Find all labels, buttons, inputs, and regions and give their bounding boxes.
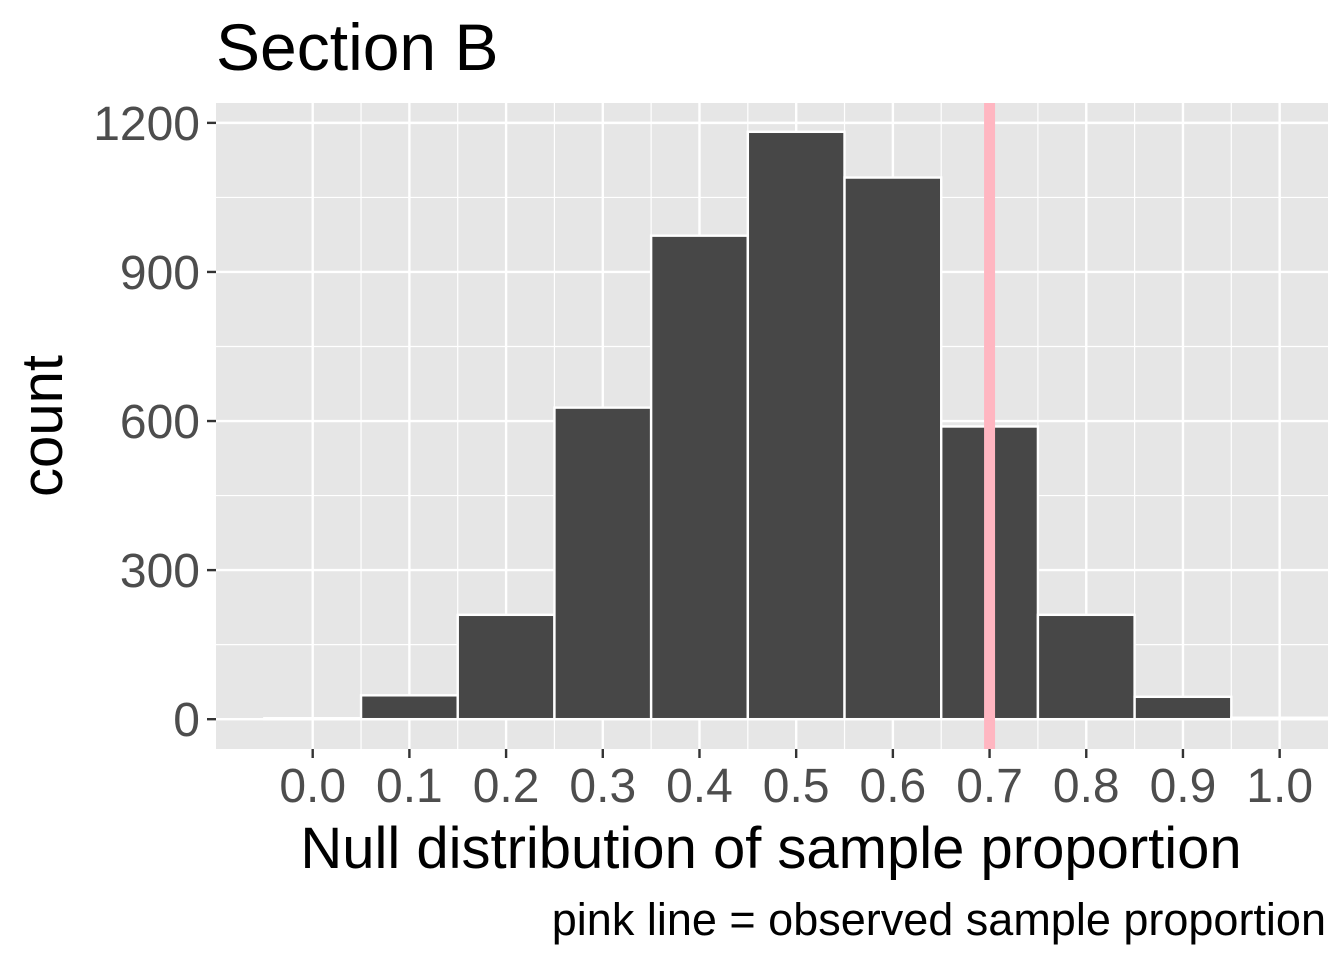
histogram-bar <box>649 234 750 721</box>
x-tick-label: 0.2 <box>473 760 540 813</box>
histogram-bar <box>263 716 363 721</box>
y-tick-label: 0 <box>173 694 200 747</box>
histogram-bar <box>359 694 459 721</box>
y-axis: 0 300 600 900 1200 <box>93 98 216 747</box>
x-tick-label: 1.0 <box>1246 760 1313 813</box>
histogram-bar <box>1230 716 1330 721</box>
histogram-bar <box>746 130 846 721</box>
x-tick-label: 0.9 <box>1150 760 1217 813</box>
y-tick-label: 300 <box>120 545 200 598</box>
y-tick-label: 600 <box>120 396 200 449</box>
x-tick-label: 0.4 <box>666 760 733 813</box>
x-tick-label: 0.5 <box>763 760 830 813</box>
histogram-bar <box>1133 695 1233 721</box>
histogram-bar <box>1036 613 1136 721</box>
histogram-bar <box>553 406 653 721</box>
caption: pink line = observed sample proportion <box>552 894 1326 945</box>
x-tick-label: 0.1 <box>376 760 443 813</box>
x-tick-label: 0.0 <box>279 760 346 813</box>
x-axis: 0.0 0.1 0.2 0.3 0.4 0.5 0.6 0.7 0.8 0.9 1.0 <box>279 749 1313 813</box>
x-tick-label: 0.3 <box>569 760 636 813</box>
histogram-bar <box>843 176 943 721</box>
y-axis-label: count <box>10 355 75 497</box>
x-tick-label: 0.6 <box>860 760 927 813</box>
y-tick-label: 1200 <box>93 98 200 151</box>
x-axis-label: Null distribution of sample proportion <box>300 816 1241 881</box>
x-tick-label: 0.7 <box>956 760 1023 813</box>
y-tick-label: 900 <box>120 247 200 300</box>
chart-title: Section B <box>216 10 499 84</box>
x-tick-label: 0.8 <box>1053 760 1120 813</box>
histogram-bar <box>456 613 556 721</box>
